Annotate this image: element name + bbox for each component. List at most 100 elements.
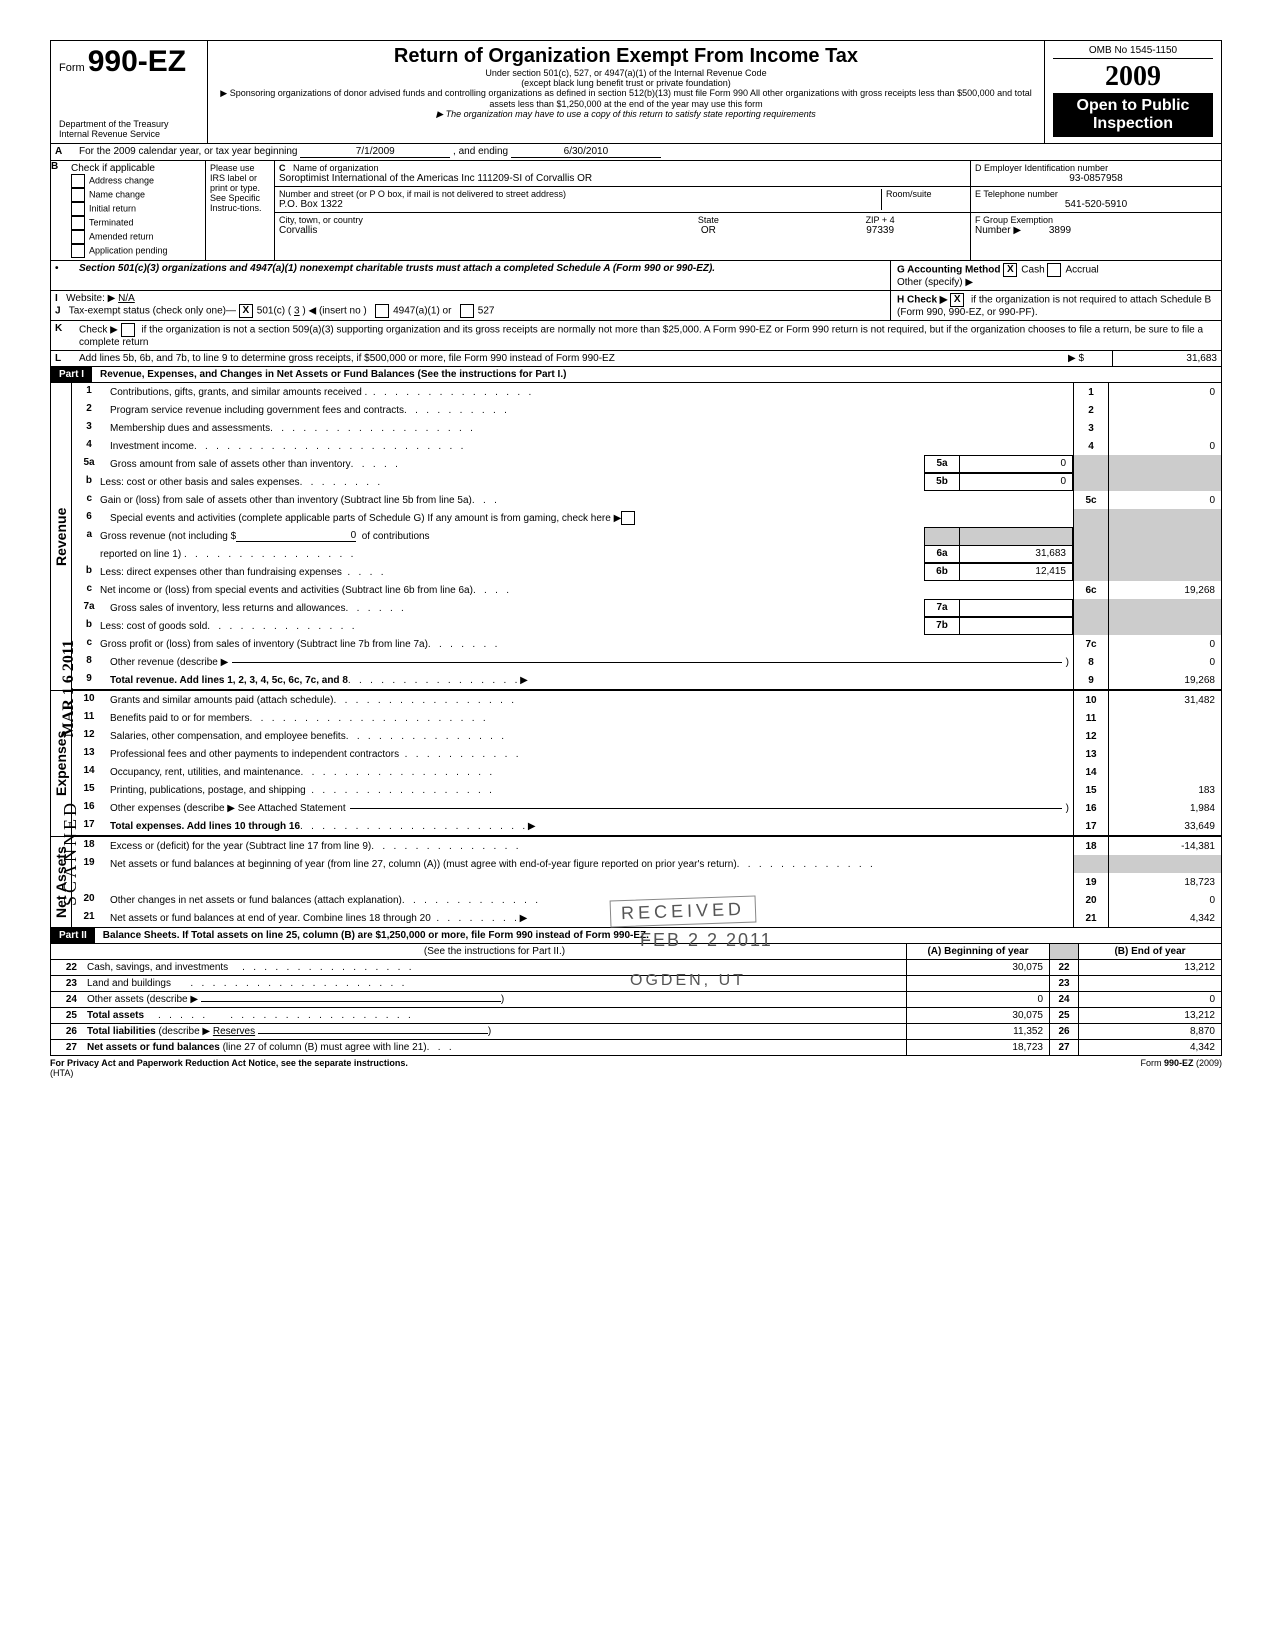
line9-val[interactable]: 19,268 [1108, 671, 1221, 689]
bal23-a[interactable] [906, 976, 1049, 991]
line21-desc: Net assets or fund balances at end of ye… [106, 909, 1073, 927]
line18-desc: Excess or (deficit) for the year (Subtra… [106, 837, 1073, 855]
line12-val[interactable] [1108, 727, 1221, 745]
letter-l: L [51, 351, 75, 366]
dept-treasury: Department of the Treasury [59, 119, 199, 129]
chk-address-change[interactable] [71, 174, 85, 188]
bal27-a[interactable]: 18,723 [906, 1040, 1049, 1055]
501c-num[interactable]: 3 [294, 306, 300, 317]
line13-val[interactable] [1108, 745, 1221, 763]
section-501c3-note: Section 501(c)(3) organizations and 4947… [75, 261, 890, 290]
tax-year-end[interactable]: 6/30/2010 [511, 146, 661, 158]
line19-val[interactable]: 18,723 [1108, 873, 1221, 891]
letter-a: A [51, 144, 75, 160]
line6c-desc: Net income or (loss) from special events… [96, 581, 1073, 599]
line6-desc: Special events and activities (complete … [106, 509, 1073, 527]
city[interactable]: Corvallis [279, 225, 623, 236]
chk-4947[interactable] [375, 304, 389, 318]
line21-val[interactable]: 4,342 [1108, 909, 1221, 927]
letter-c: C [279, 163, 286, 173]
tax-year-begin[interactable]: 7/1/2009 [300, 146, 450, 158]
bal23-b[interactable] [1078, 976, 1221, 991]
line17-val[interactable]: 33,649 [1108, 817, 1221, 835]
chk-initial-return[interactable] [71, 202, 85, 216]
f-label: F Group Exemption [975, 215, 1217, 225]
bal24-b[interactable]: 0 [1078, 992, 1221, 1007]
g-label: G Accounting Method [897, 265, 1001, 276]
line15-val[interactable]: 183 [1108, 781, 1221, 799]
line7c-desc: Gross profit or (loss) from sales of inv… [96, 635, 1073, 653]
chk-pending[interactable] [71, 244, 85, 258]
form-number: 990-EZ [88, 45, 186, 78]
letter-i: I [55, 293, 58, 304]
mar-date-stamp: MAR 1 6 2011 [60, 640, 78, 737]
line8-val[interactable]: 0 [1108, 653, 1221, 671]
line9-desc: Total revenue. Add lines 1, 2, 3, 4, 5c,… [106, 671, 1073, 689]
line7c-val[interactable]: 0 [1108, 635, 1221, 653]
line18-val[interactable]: -14,381 [1108, 837, 1221, 855]
letter-j: J [55, 306, 61, 317]
part1-title: Revenue, Expenses, and Changes in Net As… [92, 367, 1221, 382]
line3-val[interactable] [1108, 419, 1221, 437]
phone[interactable]: 541-520-5910 [975, 199, 1217, 210]
letter-b: B [51, 161, 67, 260]
col-b-header: (B) End of year [1078, 944, 1221, 959]
chk-501c[interactable]: X [239, 304, 253, 318]
line5b-mid[interactable]: 0 [959, 473, 1073, 491]
bal22-b[interactable]: 13,212 [1078, 960, 1221, 975]
chk-cash[interactable]: X [1003, 263, 1017, 277]
e-label: E Telephone number [975, 189, 1217, 199]
bal27-b[interactable]: 4,342 [1078, 1040, 1221, 1055]
bal26-b[interactable]: 8,870 [1078, 1024, 1221, 1039]
chk-name-change[interactable] [71, 188, 85, 202]
l-value[interactable]: 31,683 [1112, 351, 1221, 366]
feb-date-stamp: FEB 2 2 2011 [640, 930, 773, 951]
zip[interactable]: 97339 [794, 225, 966, 236]
chk-527[interactable] [460, 304, 474, 318]
line7a-desc: Gross sales of inventory, less returns a… [106, 599, 924, 617]
line14-val[interactable] [1108, 763, 1221, 781]
bal26-a[interactable]: 11,352 [906, 1024, 1049, 1039]
bal24-a[interactable]: 0 [906, 992, 1049, 1007]
bal25-a[interactable]: 30,075 [906, 1008, 1049, 1023]
street-address[interactable]: P.O. Box 1322 [279, 199, 881, 210]
chk-k[interactable] [121, 323, 135, 337]
chk-accrual[interactable] [1047, 263, 1061, 277]
privacy-notice: For Privacy Act and Paperwork Reduction … [50, 1058, 408, 1068]
line20-val[interactable]: 0 [1108, 891, 1221, 909]
line-a-and: , and ending [453, 146, 508, 157]
line2-val[interactable] [1108, 401, 1221, 419]
line5c-val[interactable]: 0 [1108, 491, 1221, 509]
line5a-mid[interactable]: 0 [959, 455, 1073, 473]
line6b-mid[interactable]: 12,415 [959, 563, 1073, 581]
city-label: City, town, or country [279, 215, 623, 225]
line7b-mid[interactable] [959, 617, 1073, 635]
form-ref: Form 990-EZ (2009) [1140, 1058, 1222, 1078]
state[interactable]: OR [623, 225, 795, 236]
chk-terminated[interactable] [71, 216, 85, 230]
line1-val[interactable]: 0 [1108, 383, 1221, 401]
line7a-mid[interactable] [959, 599, 1073, 617]
omb-number: OMB No 1545-1150 [1053, 45, 1213, 59]
line1-desc: Contributions, gifts, grants, and simila… [106, 383, 1073, 401]
chk-schedule-b[interactable]: X [950, 293, 964, 307]
line6c-val[interactable]: 19,268 [1108, 581, 1221, 599]
line11-val[interactable] [1108, 709, 1221, 727]
line16-val[interactable]: 1,984 [1108, 799, 1221, 817]
line4-val[interactable]: 0 [1108, 437, 1221, 455]
bal25-b[interactable]: 13,212 [1078, 1008, 1221, 1023]
ein[interactable]: 93-0857958 [975, 173, 1217, 184]
chk-gaming[interactable] [621, 511, 635, 525]
line3-desc: Membership dues and assessments . . . . … [106, 419, 1073, 437]
group-exemption[interactable]: 3899 [1049, 225, 1071, 236]
org-name[interactable]: Soroptimist International of the America… [279, 173, 966, 184]
line7b-desc: Less: cost of goods sold . . . . . . . .… [96, 617, 924, 635]
part2-instr: (See the instructions for Part II.) [83, 944, 906, 959]
chk-amended[interactable] [71, 230, 85, 244]
line10-val[interactable]: 31,482 [1108, 691, 1221, 709]
bal22-a[interactable]: 30,075 [906, 960, 1049, 975]
website[interactable]: N/A [118, 293, 135, 304]
line17-desc: Total expenses. Add lines 10 through 16 … [106, 817, 1073, 835]
line6a-mid[interactable]: 31,683 [959, 545, 1073, 563]
l-text: Add lines 5b, 6b, and 7b, to line 9 to d… [75, 351, 1064, 366]
